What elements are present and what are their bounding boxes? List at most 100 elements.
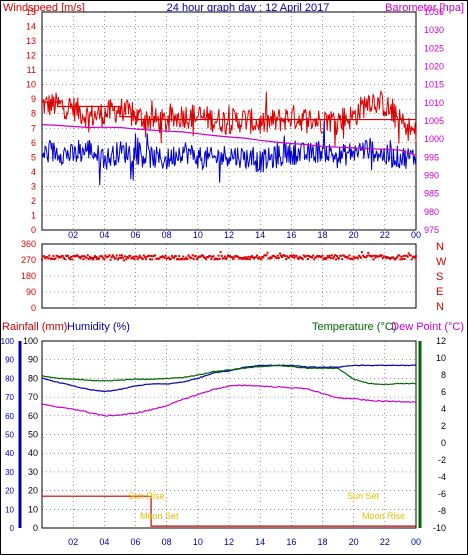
direction-point — [159, 256, 162, 259]
barometer-tick: 975 — [424, 225, 439, 235]
direction-point — [339, 254, 342, 257]
direction-point — [229, 254, 232, 257]
direction-point — [98, 257, 101, 260]
direction-point — [53, 257, 56, 260]
direction-point — [298, 255, 301, 258]
humidity-line — [41, 364, 417, 393]
direction-point — [342, 254, 345, 257]
direction-point — [48, 254, 51, 257]
direction-point — [140, 257, 143, 260]
direction-point — [109, 258, 112, 261]
direction-point — [145, 255, 148, 258]
direction-point — [106, 255, 109, 258]
humidity-tick: 60 — [28, 411, 38, 421]
temperature-axis-label: Temperature (°C) — [312, 321, 396, 333]
direction-point — [49, 257, 52, 260]
barometer-tick: 985 — [424, 189, 439, 199]
direction-point — [335, 258, 338, 261]
direction-point — [178, 255, 181, 258]
direction-point — [204, 256, 207, 259]
direction-point — [222, 257, 225, 260]
direction-point — [90, 256, 93, 259]
direction-point — [226, 254, 229, 257]
windspeed-tick: 4 — [31, 167, 36, 177]
humidity-tick: 80 — [28, 373, 38, 383]
direction-point — [295, 254, 298, 257]
direction-point — [130, 256, 133, 259]
direction-point — [382, 255, 385, 258]
time-tick: 18 — [317, 230, 327, 240]
direction-point — [187, 254, 190, 257]
direction-point — [266, 251, 269, 254]
direction-point — [309, 255, 312, 258]
direction-point — [191, 254, 194, 257]
direction-point — [47, 257, 50, 260]
direction-point — [195, 257, 198, 260]
direction-point — [283, 254, 286, 257]
direction-point — [391, 256, 394, 259]
direction-point — [64, 254, 67, 257]
time-tick: 02 — [68, 537, 78, 547]
direction-point — [196, 256, 199, 259]
direction-point — [232, 258, 235, 261]
direction-point — [213, 258, 216, 261]
windspeed-tick: 5 — [31, 152, 36, 162]
direction-point — [378, 254, 381, 257]
direction-point — [319, 255, 322, 258]
direction-point — [371, 255, 374, 258]
direction-point — [238, 257, 241, 260]
temperature-tick-labels: -10 -8 -6 -4 -2 0 2 4 6 8 10 12 — [433, 336, 446, 533]
direction-point — [300, 257, 303, 260]
direction-point — [99, 255, 102, 258]
direction-point — [85, 256, 88, 259]
direction-point — [103, 258, 106, 261]
graph-title: 24 hour graph day : 12 April 2017 — [167, 2, 330, 14]
barometer-line — [41, 124, 417, 156]
direction-point — [237, 256, 240, 259]
direction-point — [282, 254, 285, 257]
direction-point — [154, 254, 157, 257]
direction-point — [112, 255, 115, 258]
direction-point — [197, 255, 200, 258]
direction-point — [268, 257, 271, 260]
direction-point — [393, 257, 396, 260]
direction-point — [304, 255, 307, 258]
direction-point — [84, 256, 87, 259]
compass-label: W — [436, 256, 447, 268]
direction-point — [93, 255, 96, 258]
direction-point — [142, 254, 145, 257]
rainfall-tick: 40 — [5, 449, 14, 458]
direction-point — [347, 257, 350, 260]
direction-point — [44, 257, 47, 260]
time-tick: 16 — [286, 537, 296, 547]
direction-point — [271, 254, 274, 257]
temp-plot-area — [41, 340, 417, 529]
direction-point — [259, 257, 262, 260]
windspeed-tick: 13 — [26, 36, 36, 46]
direction-point — [198, 255, 201, 258]
direction-point — [146, 255, 149, 258]
humidity-tick: 100 — [23, 336, 38, 346]
time-tick: 16 — [286, 230, 296, 240]
humidity-tick: 50 — [28, 430, 38, 440]
direction-point — [52, 254, 55, 257]
direction-point — [207, 256, 210, 259]
direction-point — [123, 259, 126, 262]
direction-point — [297, 257, 300, 260]
direction-point — [408, 254, 411, 257]
windspeed-tick: 10 — [26, 80, 36, 90]
direction-point — [293, 256, 296, 259]
compass-label: N — [436, 301, 444, 313]
direction-point — [253, 256, 256, 259]
direction-point — [392, 256, 395, 259]
direction-point — [51, 258, 54, 261]
direction-point — [323, 257, 326, 260]
direction-point — [398, 254, 401, 257]
humidity-tick: 20 — [28, 486, 38, 496]
direction-point — [365, 256, 368, 259]
direction-point — [372, 258, 375, 261]
direction-point — [387, 256, 390, 259]
direction-point — [324, 258, 327, 261]
direction-point — [107, 255, 110, 258]
